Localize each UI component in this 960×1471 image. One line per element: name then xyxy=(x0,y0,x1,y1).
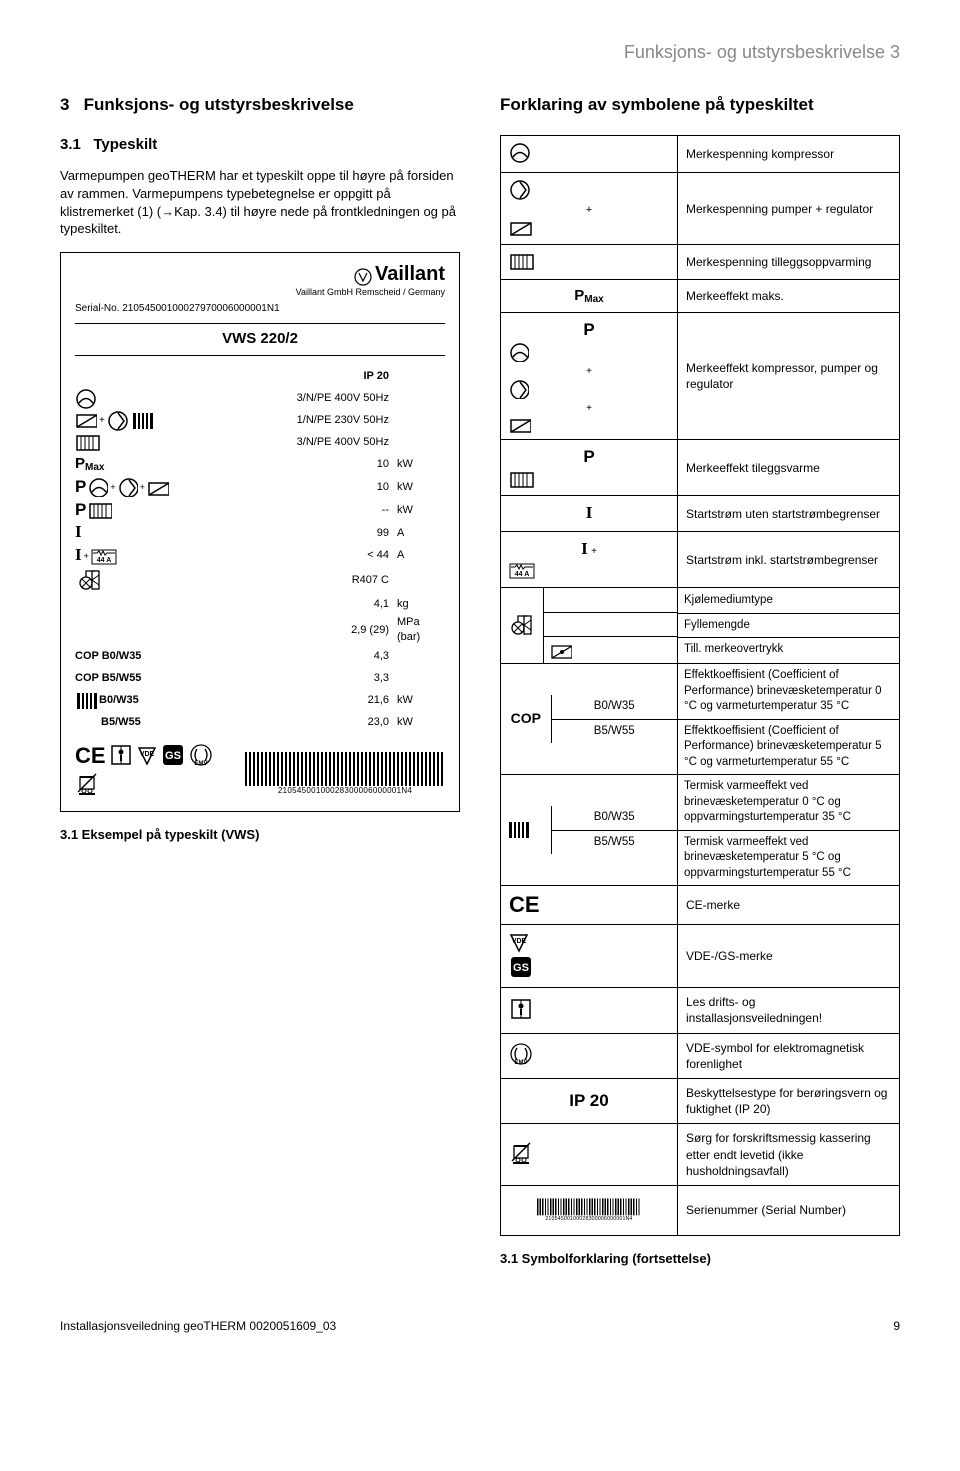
intro-paragraph: Varmepumpen geoTHERM har et typeskilt op… xyxy=(60,167,460,237)
plate-serial: Serial-No. 21054500100027970006000001N1 xyxy=(75,302,445,316)
subsection-title: 3.1 Typeskilt xyxy=(60,135,460,155)
legend-table: Merkespenning kompressor + Merkespenning… xyxy=(500,135,900,1236)
plate-brand-block: Vaillant Vaillant GmbH Remscheid / Germa… xyxy=(75,263,445,298)
section-title: 3 Funksjons- og utstyrsbeskrivelse xyxy=(60,94,460,117)
left-caption: 3.1 Eksempel på typeskilt (VWS) xyxy=(60,826,460,844)
plate-rows: IP 20 3/N/PE 400V 50Hz +1/N/PE 230V 50Hz… xyxy=(75,366,445,733)
plate-model: VWS 220/2 xyxy=(75,323,445,355)
plate-bottom: 21054500100028300006000001N4 xyxy=(75,743,445,797)
typeplate: Vaillant Vaillant GmbH Remscheid / Germa… xyxy=(60,252,460,812)
plate-barcode: 21054500100028300006000001N4 xyxy=(245,752,445,797)
page-header: Funksjons- og utstyrsbeskrivelse 3 xyxy=(60,40,900,64)
right-caption: 3.1 Symbolforklaring (fortsettelse) xyxy=(500,1250,900,1268)
right-title: Forklaring av symbolene på typeskiltet xyxy=(500,94,900,117)
page-footer: Installasjonsveiledning geoTHERM 0020051… xyxy=(60,1318,900,1334)
